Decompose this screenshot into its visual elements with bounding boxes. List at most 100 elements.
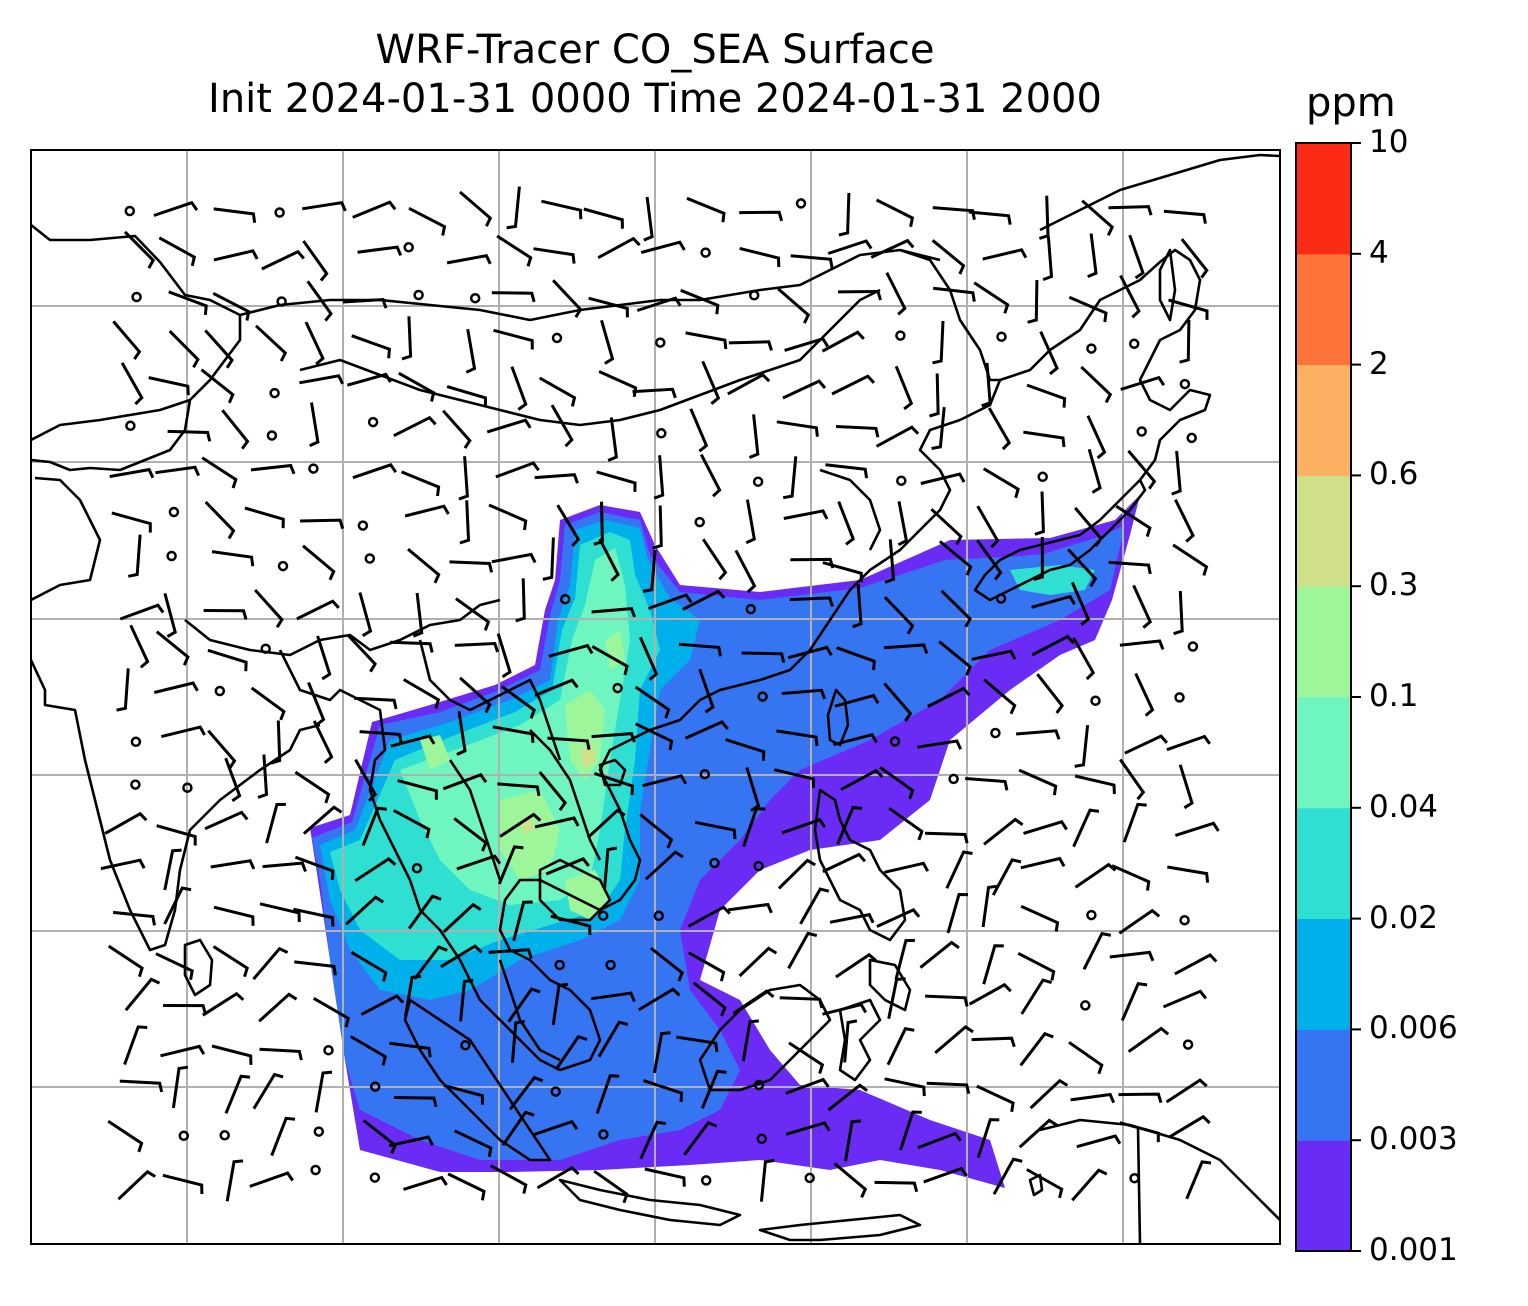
calm-wind-marker xyxy=(1174,692,1185,703)
calm-wind-marker xyxy=(364,553,376,564)
calm-wind-marker xyxy=(130,779,141,790)
wind-barb xyxy=(981,362,992,408)
calm-wind-marker xyxy=(752,476,764,487)
wind-barb xyxy=(642,549,657,593)
wind-barb xyxy=(1087,448,1102,494)
wind-barb xyxy=(1081,199,1115,236)
wind-barb xyxy=(930,508,963,546)
wind-barb xyxy=(107,1120,144,1153)
wind-barb xyxy=(836,646,876,671)
wind-barb xyxy=(790,254,834,269)
colorbar-tick-label: 0.02 xyxy=(1369,899,1439,936)
wind-barb xyxy=(1026,383,1067,408)
wind-barb xyxy=(822,852,867,873)
wind-barb xyxy=(926,1081,971,1095)
wind-barb xyxy=(350,951,388,982)
calm-wind-marker xyxy=(266,430,278,441)
wind-barb xyxy=(459,500,471,545)
wind-barb xyxy=(777,287,811,324)
wind-barb xyxy=(499,812,542,838)
wind-barb xyxy=(389,1041,432,1058)
wind-barb xyxy=(583,207,624,229)
wind-barb xyxy=(221,409,250,450)
wind-barb xyxy=(773,768,816,788)
wind-barb xyxy=(1119,274,1141,319)
wind-barb xyxy=(1018,768,1058,796)
wind-barb xyxy=(829,912,875,924)
wind-barb xyxy=(870,238,915,259)
wind-barb xyxy=(1019,1031,1054,1067)
wind-barb xyxy=(981,884,998,928)
colorbar-bin xyxy=(1296,918,1351,1030)
wind-barb xyxy=(306,280,333,322)
wind-barb xyxy=(354,857,397,882)
wind-barb xyxy=(459,190,493,227)
wind-barb xyxy=(1072,808,1100,848)
wind-barb xyxy=(1074,506,1103,547)
wind-barb xyxy=(643,1079,684,1103)
wind-barb xyxy=(698,668,715,714)
calm-wind-marker xyxy=(1086,909,1097,921)
wind-barb xyxy=(875,425,920,448)
wind-barb xyxy=(843,1019,858,1063)
wind-barb xyxy=(821,330,865,353)
wind-barb xyxy=(683,1120,718,1156)
plume-level-6 xyxy=(420,630,625,920)
wind-barb xyxy=(727,902,773,914)
wind-barb xyxy=(844,1119,862,1162)
wind-barb xyxy=(686,196,726,223)
wind-barb xyxy=(971,649,1017,661)
wind-barb xyxy=(211,1044,253,1065)
wind-barb xyxy=(917,1131,962,1150)
wind-barb xyxy=(676,1035,719,1053)
wind-barb xyxy=(897,501,909,547)
wind-barb xyxy=(1108,205,1153,216)
wind-barb xyxy=(681,589,726,611)
calm-wind-marker xyxy=(757,691,768,702)
wind-barb xyxy=(497,845,524,885)
wind-barb xyxy=(446,254,492,265)
calm-wind-marker xyxy=(182,782,193,793)
wind-barb xyxy=(390,640,434,653)
wind-barb xyxy=(652,1031,671,1074)
wind-barb xyxy=(349,1035,388,1066)
wind-barb xyxy=(1167,865,1210,883)
wind-barb xyxy=(1070,581,1091,626)
wind-barb xyxy=(212,291,251,321)
wind-barb xyxy=(976,1118,1000,1159)
wind-barb xyxy=(725,738,766,761)
wind-barb xyxy=(534,816,580,829)
wind-barb xyxy=(358,592,373,637)
colorbar-bin xyxy=(1296,1029,1351,1141)
wind-barb xyxy=(398,371,436,402)
wind-barb xyxy=(1172,543,1209,576)
wind-barb xyxy=(456,711,467,756)
wind-barb xyxy=(1074,724,1090,768)
wind-barb xyxy=(1020,904,1060,932)
wind-barb xyxy=(835,425,880,438)
wind-barb xyxy=(741,651,786,663)
calm-wind-marker xyxy=(413,289,424,301)
wind-barb xyxy=(453,817,488,852)
wind-barb xyxy=(253,588,284,629)
calm-wind-marker xyxy=(1182,1039,1194,1050)
wind-barb xyxy=(346,372,392,387)
wind-barb xyxy=(446,385,488,407)
wind-barb xyxy=(156,824,197,846)
wind-barb xyxy=(739,210,784,222)
wind-barb xyxy=(923,1166,968,1184)
wind-barb xyxy=(688,951,726,982)
wind-barb xyxy=(591,645,629,676)
wind-barb xyxy=(294,960,337,976)
wind-barb xyxy=(107,944,144,978)
colorbar-bin xyxy=(1296,1140,1351,1252)
wind-barb xyxy=(259,902,301,922)
wind-barb xyxy=(510,1019,525,1063)
plume-level-7 xyxy=(520,745,596,834)
wind-barb xyxy=(781,817,827,835)
wind-barb xyxy=(449,560,494,573)
wind-barb xyxy=(207,729,237,770)
wind-barb xyxy=(745,767,761,812)
wind-barb xyxy=(837,289,882,301)
wind-barb xyxy=(203,609,248,620)
